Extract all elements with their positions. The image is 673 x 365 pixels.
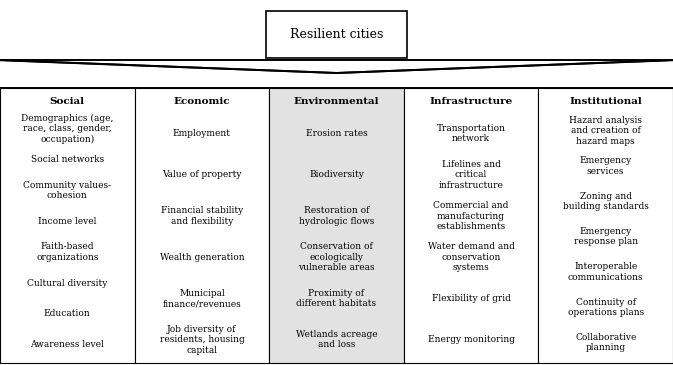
Text: Demographics (age,
race, class, gender,
occupation): Demographics (age, race, class, gender, …: [21, 114, 114, 144]
Text: Economic: Economic: [174, 97, 230, 106]
Text: Lifelines and
critical
infrastructure: Lifelines and critical infrastructure: [439, 160, 503, 190]
Text: Emergency
services: Emergency services: [579, 156, 632, 176]
Bar: [269, 88, 404, 363]
Text: Infrastructure: Infrastructure: [429, 97, 513, 106]
Text: Value of property: Value of property: [162, 170, 242, 180]
Text: Institutional: Institutional: [569, 97, 642, 106]
Text: Resilient cities: Resilient cities: [290, 28, 383, 41]
Text: Wetlands acreage
and loss: Wetlands acreage and loss: [295, 330, 378, 349]
Text: Community values-
cohesion: Community values- cohesion: [24, 181, 111, 200]
Text: Employment: Employment: [173, 129, 231, 138]
Text: Restoration of
hydrologic flows: Restoration of hydrologic flows: [299, 207, 374, 226]
Text: Job diversity of
residents, housing
capital: Job diversity of residents, housing capi…: [160, 325, 244, 354]
Text: Collaborative
planning: Collaborative planning: [575, 333, 637, 352]
Text: Flexibility of grid: Flexibility of grid: [431, 294, 511, 303]
Bar: [404, 88, 538, 363]
Text: Awareness level: Awareness level: [30, 340, 104, 349]
Bar: [538, 88, 673, 363]
Text: Transportation
network: Transportation network: [437, 124, 505, 143]
Text: Social: Social: [50, 97, 85, 106]
Text: Energy monitoring: Energy monitoring: [427, 335, 515, 344]
Text: Wealth generation: Wealth generation: [160, 253, 244, 262]
Text: Interoperable
communications: Interoperable communications: [568, 262, 643, 282]
Text: Cultural diversity: Cultural diversity: [27, 278, 108, 288]
Text: Zoning and
building standards: Zoning and building standards: [563, 192, 649, 211]
Bar: [266, 11, 407, 58]
Text: Hazard analysis
and creation of
hazard maps: Hazard analysis and creation of hazard m…: [569, 116, 642, 146]
Text: Erosion rates: Erosion rates: [306, 129, 367, 138]
Text: Emergency
response plan: Emergency response plan: [573, 227, 638, 246]
Text: Social networks: Social networks: [31, 155, 104, 164]
Text: Commercial and
manufacturing
establishments: Commercial and manufacturing establishme…: [433, 201, 509, 231]
Text: Proximity of
different habitats: Proximity of different habitats: [296, 289, 377, 308]
Text: Conservation of
ecologically
vulnerable areas: Conservation of ecologically vulnerable …: [298, 242, 375, 272]
Text: Faith-based
organizations: Faith-based organizations: [36, 242, 98, 262]
Text: Environmental: Environmental: [293, 97, 380, 106]
Text: Continuity of
operations plans: Continuity of operations plans: [567, 297, 644, 317]
Text: Education: Education: [44, 310, 91, 318]
Text: Biodiversity: Biodiversity: [309, 170, 364, 180]
Bar: [0, 88, 135, 363]
Text: Financial stability
and flexibility: Financial stability and flexibility: [161, 207, 243, 226]
Text: Municipal
finance/revenues: Municipal finance/revenues: [162, 289, 242, 308]
Text: Income level: Income level: [38, 217, 96, 226]
Bar: [135, 88, 269, 363]
Text: Water demand and
conservation
systems: Water demand and conservation systems: [427, 242, 515, 272]
